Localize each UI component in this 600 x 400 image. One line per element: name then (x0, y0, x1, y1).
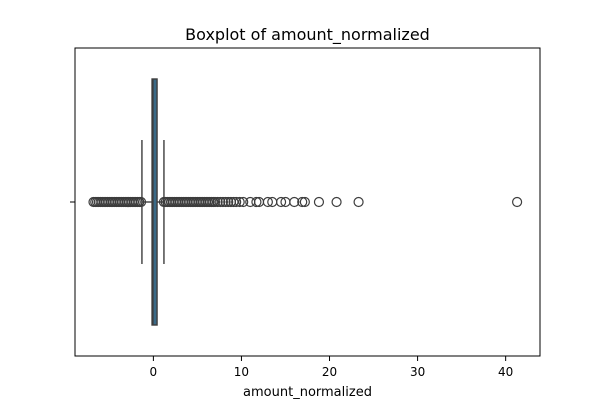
outlier-point (262, 196, 273, 208)
x-tick-label: 10 (234, 365, 249, 379)
x-axis-ticks: 0 10 20 30 40 (150, 356, 513, 379)
outlier-point (228, 196, 239, 208)
outlier-point (135, 196, 147, 208)
chart-title: Boxplot of amount_normalized (185, 25, 430, 45)
outlier-point (251, 196, 262, 208)
outlier-points (88, 196, 523, 208)
outlier-point (289, 196, 300, 208)
outlier-point (299, 196, 310, 208)
outlier-point (212, 196, 223, 208)
outlier-point (217, 196, 229, 208)
outlier-point (275, 196, 287, 208)
outlier-point (209, 196, 221, 208)
outlier-point (220, 196, 231, 208)
x-tick-label: 0 (150, 365, 158, 379)
outlier-point (512, 196, 523, 208)
iqr-box (151, 78, 158, 326)
x-tick-label: 40 (498, 365, 513, 379)
outlier-point (353, 196, 364, 208)
outlier-point (331, 196, 342, 208)
outlier-point (223, 196, 234, 208)
x-tick-label: 30 (410, 365, 425, 379)
x-tick-label: 20 (322, 365, 337, 379)
x-axis-label: amount_normalized (243, 385, 372, 400)
outlier-point (234, 196, 245, 208)
outlier-point (231, 196, 242, 208)
box-series (141, 78, 165, 326)
outlier-point (238, 196, 249, 208)
outlier-point (313, 196, 325, 208)
outlier-point (215, 196, 226, 208)
outlier-point (297, 196, 308, 208)
